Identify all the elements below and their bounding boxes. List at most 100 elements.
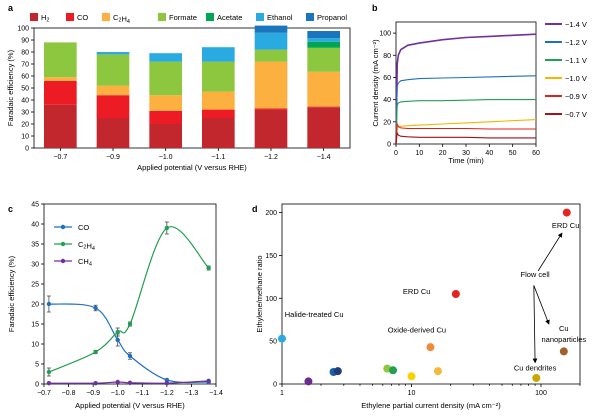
x-tick-label: −1.2 <box>160 390 174 397</box>
legend-swatch <box>66 13 74 21</box>
x-tick-label: 0 <box>394 150 398 157</box>
bar-segment <box>44 104 77 148</box>
bar-segment <box>44 80 77 105</box>
y-axis-label: Ethylene/methane ratio <box>255 255 264 332</box>
x-axis-label: Applied potential (V versus RHE) <box>137 163 247 172</box>
scatter-point <box>433 367 442 376</box>
legend-label: −0.7 V <box>565 110 587 119</box>
series-name-part: C <box>113 13 119 22</box>
y-tick-label: 30 <box>21 110 29 117</box>
data-point <box>206 265 211 271</box>
bar-segment <box>254 49 288 62</box>
legend-label: Propanol <box>317 13 347 22</box>
y-tick-label: 150 <box>265 253 277 260</box>
x-tick-label: 50 <box>509 150 517 157</box>
y-tick-label: 15 <box>31 322 39 329</box>
series-name-part: H <box>86 242 91 251</box>
bar-segment <box>307 38 340 42</box>
scatter-point <box>389 366 398 375</box>
data-point <box>164 225 170 231</box>
bar-segment <box>96 95 130 118</box>
y-tick-label: 40 <box>383 97 391 104</box>
bar-segment <box>202 47 235 62</box>
bar-segment <box>307 106 340 108</box>
legend-label: −1.1 V <box>565 56 587 65</box>
bar-segment <box>307 107 340 148</box>
bar-segment <box>149 124 182 148</box>
data-point <box>127 380 133 385</box>
x-tick-label: 10 <box>415 150 423 157</box>
series-name-part: H <box>41 13 46 22</box>
subscript: 2 <box>118 18 121 24</box>
panel-d: 1 10 100 0 50 100 150 200 ERD Cu ERD Cu Halide-tre… <box>255 203 586 410</box>
bar-segment <box>96 85 130 96</box>
series-name-part: Acetate <box>217 13 242 22</box>
x-tick-label: 30 <box>462 150 470 157</box>
y-tick-label: 0 <box>387 142 391 149</box>
series-curve <box>48 226 210 373</box>
y-tick-label: 0 <box>273 382 277 389</box>
panel-a: 0 10 20 30 40 50 60 70 80 90 100 −0.7 −0.9 −1.0 −1.1 −1… <box>6 13 351 172</box>
annotation-label: Flow cell <box>520 270 550 279</box>
annotation-label: Halide-treated Cu <box>285 310 344 319</box>
data-point <box>115 337 120 343</box>
data-point <box>115 329 120 335</box>
bar-segment <box>202 109 235 118</box>
y-tick-label: 80 <box>21 50 29 57</box>
panel-label-c: c <box>8 204 13 214</box>
bar-segment <box>254 61 288 109</box>
bar-segment <box>254 25 288 33</box>
annotation-label: ERD Cu <box>552 221 580 230</box>
scatter-point <box>426 343 435 352</box>
legend-marker <box>60 241 66 247</box>
arrow-to-dendrites <box>532 285 538 364</box>
y-tick-label: 40 <box>21 98 29 105</box>
annotation-label: Oxide-derived Cu <box>388 326 446 335</box>
y-tick-label: 100 <box>17 26 29 33</box>
data-point <box>93 381 98 386</box>
annotation-label: Cu <box>559 324 569 333</box>
legend-label: Formate <box>169 13 197 22</box>
y-tick-label: 100 <box>265 296 277 303</box>
y-axis-label: Faradaic efficiency (%) <box>6 49 15 126</box>
y-axis-label: Faradaic efficiency (%) <box>7 255 16 332</box>
y-tick-label: 60 <box>21 74 29 81</box>
data-point <box>127 321 133 327</box>
legend-swatch <box>30 13 38 21</box>
x-tick-label: 1 <box>280 390 284 397</box>
y-tick-label: 35 <box>31 242 39 249</box>
series-line <box>395 119 537 145</box>
series-line <box>395 99 536 145</box>
scatter-point <box>407 372 416 381</box>
y-tick-label: 30 <box>31 262 39 269</box>
y-tick-label: 100 <box>379 31 391 38</box>
panel-label-a: a <box>8 3 14 13</box>
y-tick-label: 10 <box>21 134 29 141</box>
legend-label: C2H4 <box>113 13 130 25</box>
data-point <box>206 378 211 383</box>
x-tick-label: −1.0 <box>111 390 125 397</box>
x-tick-label: 10 <box>408 390 416 397</box>
bar-segment <box>96 52 130 55</box>
y-tick-label: 20 <box>383 119 391 126</box>
annotation-label: ERD Cu <box>403 287 431 296</box>
scatter-point <box>562 208 571 217</box>
y-tick-label: 80 <box>383 53 391 60</box>
y-tick-label: 0 <box>25 146 29 153</box>
scatter-point <box>304 377 313 386</box>
bar-segment <box>149 95 182 111</box>
legend-label: CO <box>77 13 88 22</box>
y-tick-label: 40 <box>31 222 39 229</box>
y-tick-label: 60 <box>383 75 391 82</box>
y-tick-label: 0 <box>35 382 39 389</box>
scatter-point <box>278 334 286 343</box>
legend-swatch <box>102 13 110 21</box>
bar-segment <box>149 53 182 62</box>
x-tick-label: −1.4 <box>209 390 223 397</box>
legend-label: −0.9 V <box>565 92 587 101</box>
legend-swatch <box>158 13 166 21</box>
series-name-part: Ethanol <box>267 13 293 22</box>
bar-segment <box>254 108 288 110</box>
data-point <box>93 349 98 355</box>
